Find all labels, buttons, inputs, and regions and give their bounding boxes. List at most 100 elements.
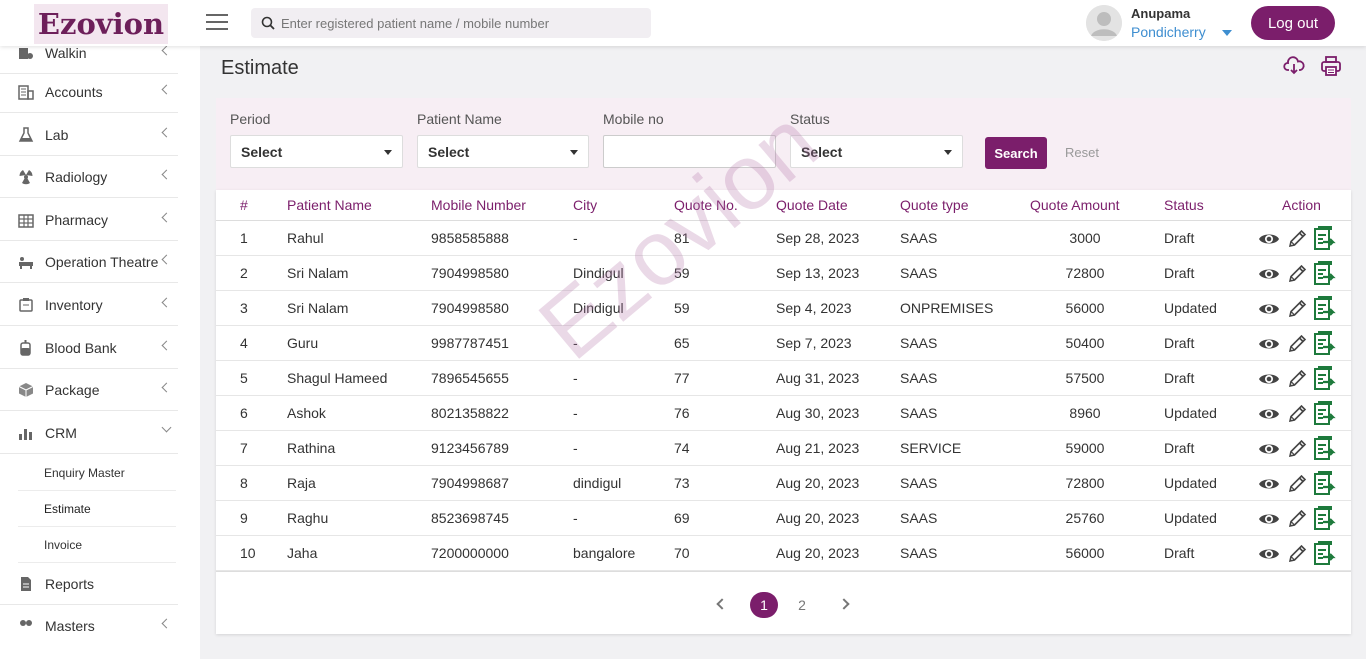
sidebar-item-masters[interactable]: Masters <box>0 605 178 647</box>
edit-pencil-icon[interactable] <box>1286 333 1308 355</box>
sidebar-item-walkin[interactable]: Walkin <box>0 46 178 74</box>
table-cell: 73 <box>674 475 690 491</box>
view-eye-icon[interactable] <box>1258 403 1280 425</box>
sidebar-item-label: Inventory <box>45 296 103 313</box>
col-header-mobile-number: Mobile Number <box>431 197 526 213</box>
table-cell: 7904998687 <box>431 475 509 491</box>
pharmacy-icon <box>17 211 35 229</box>
convert-invoice-icon[interactable] <box>1313 505 1337 531</box>
view-eye-icon[interactable] <box>1258 368 1280 390</box>
chevron-left-icon <box>161 340 172 351</box>
view-eye-icon[interactable] <box>1258 263 1280 285</box>
sidebar-item-reports[interactable]: Reports <box>0 563 178 605</box>
pagination-page-1[interactable]: 1 <box>750 592 778 618</box>
sidebar-item-accounts[interactable]: Accounts <box>0 71 178 113</box>
mobile-no-input[interactable] <box>603 135 776 168</box>
table-cell: 81 <box>674 230 690 246</box>
edit-pencil-icon[interactable] <box>1286 228 1308 250</box>
table-cell: Sri Nalam <box>287 300 349 316</box>
sidebar-subitem-enquiry-master[interactable]: Enquiry Master <box>18 455 176 491</box>
convert-invoice-icon[interactable] <box>1313 435 1337 461</box>
sidebar-item-lab[interactable]: Lab <box>0 114 178 156</box>
table-cell: 10 <box>240 545 256 561</box>
table-cell: - <box>573 440 578 456</box>
convert-invoice-icon[interactable] <box>1313 365 1337 391</box>
table-cell: Raghu <box>287 510 329 526</box>
edit-pencil-icon[interactable] <box>1286 368 1308 390</box>
table-cell: Dindigul <box>573 300 624 316</box>
patient-search-input[interactable] <box>281 15 641 31</box>
print-icon[interactable] <box>1320 55 1344 79</box>
convert-invoice-icon[interactable] <box>1313 540 1337 566</box>
convert-invoice-icon[interactable] <box>1313 400 1337 426</box>
chevron-left-icon <box>161 297 172 308</box>
view-eye-icon[interactable] <box>1258 473 1280 495</box>
convert-invoice-icon[interactable] <box>1313 225 1337 251</box>
download-icon[interactable] <box>1283 55 1307 79</box>
pagination-next-icon[interactable] <box>838 598 850 610</box>
table-cell: 56000 <box>1065 545 1105 561</box>
table-cell: 9123456789 <box>431 440 509 456</box>
sidebar-item-inventory[interactable]: Inventory <box>0 284 178 326</box>
table-cell: 59 <box>674 265 690 281</box>
edit-pencil-icon[interactable] <box>1286 298 1308 320</box>
view-eye-icon[interactable] <box>1258 508 1280 530</box>
sidebar-item-operation-theatre[interactable]: Operation Theatre <box>0 241 178 283</box>
col-header-index: # <box>240 197 248 213</box>
hamburger-menu-icon[interactable] <box>206 14 228 30</box>
table-cell: 7896545655 <box>431 370 509 386</box>
status-select[interactable]: Select <box>790 135 963 168</box>
search-button[interactable]: Search <box>985 137 1047 169</box>
inventory-icon <box>17 296 35 314</box>
pagination-prev-icon[interactable] <box>716 598 728 610</box>
edit-pencil-icon[interactable] <box>1286 473 1308 495</box>
sidebar-item-radiology[interactable]: Radiology <box>0 156 178 198</box>
table-cell: ONPREMISES <box>900 300 994 316</box>
patient-search <box>251 8 651 38</box>
table-cell: SAAS <box>900 545 938 561</box>
edit-pencil-icon[interactable] <box>1286 263 1308 285</box>
period-label: Period <box>230 111 271 127</box>
table-cell: 8 <box>240 475 248 491</box>
convert-invoice-icon[interactable] <box>1313 295 1337 321</box>
sidebar-item-package[interactable]: Package <box>0 369 178 411</box>
convert-invoice-icon[interactable] <box>1313 260 1337 286</box>
user-location-dropdown[interactable]: Pondicherry <box>1131 24 1206 40</box>
patient-name-select[interactable]: Select <box>417 135 589 168</box>
sidebar-item-pharmacy[interactable]: Pharmacy <box>0 199 178 241</box>
view-eye-icon[interactable] <box>1258 543 1280 565</box>
view-eye-icon[interactable] <box>1258 298 1280 320</box>
sidebar-item-blood-bank[interactable]: Blood Bank <box>0 327 178 369</box>
convert-invoice-icon[interactable] <box>1313 330 1337 356</box>
table-cell: 7 <box>240 440 248 456</box>
view-eye-icon[interactable] <box>1258 228 1280 250</box>
table-cell: 50400 <box>1065 335 1105 351</box>
period-select[interactable]: Select <box>230 135 403 168</box>
view-eye-icon[interactable] <box>1258 333 1280 355</box>
table-row: 2 Sri Nalam 7904998580 Dindigul 59 Sep 13, 20… <box>216 256 1351 291</box>
view-eye-icon[interactable] <box>1258 438 1280 460</box>
edit-pencil-icon[interactable] <box>1286 543 1308 565</box>
masters-icon <box>17 617 35 635</box>
location-caret-icon[interactable] <box>1222 30 1232 36</box>
convert-invoice-icon[interactable] <box>1313 470 1337 496</box>
table-cell: 69 <box>674 510 690 526</box>
edit-pencil-icon[interactable] <box>1286 438 1308 460</box>
table-row: 9 Raghu 8523698745 - 69 Aug 20, 2023 SAAS 25760… <box>216 501 1351 536</box>
chevron-down-icon <box>161 422 172 433</box>
table-cell: Draft <box>1164 370 1195 386</box>
sidebar-subitem-invoice[interactable]: Invoice <box>18 527 176 563</box>
sidebar-item-crm[interactable]: CRM <box>0 412 178 454</box>
chevron-left-icon <box>161 254 172 265</box>
table-cell: 5 <box>240 370 248 386</box>
pagination-page-2[interactable]: 2 <box>798 597 806 613</box>
logout-button[interactable]: Log out <box>1251 6 1335 40</box>
reset-button[interactable]: Reset <box>1065 145 1099 160</box>
header-divider <box>216 220 1351 221</box>
edit-pencil-icon[interactable] <box>1286 508 1308 530</box>
user-avatar[interactable] <box>1086 5 1122 41</box>
ezovion-logo[interactable]: Ezovion <box>34 4 168 44</box>
caret-down-icon <box>570 150 578 155</box>
sidebar-subitem-estimate[interactable]: Estimate <box>18 491 176 527</box>
edit-pencil-icon[interactable] <box>1286 403 1308 425</box>
